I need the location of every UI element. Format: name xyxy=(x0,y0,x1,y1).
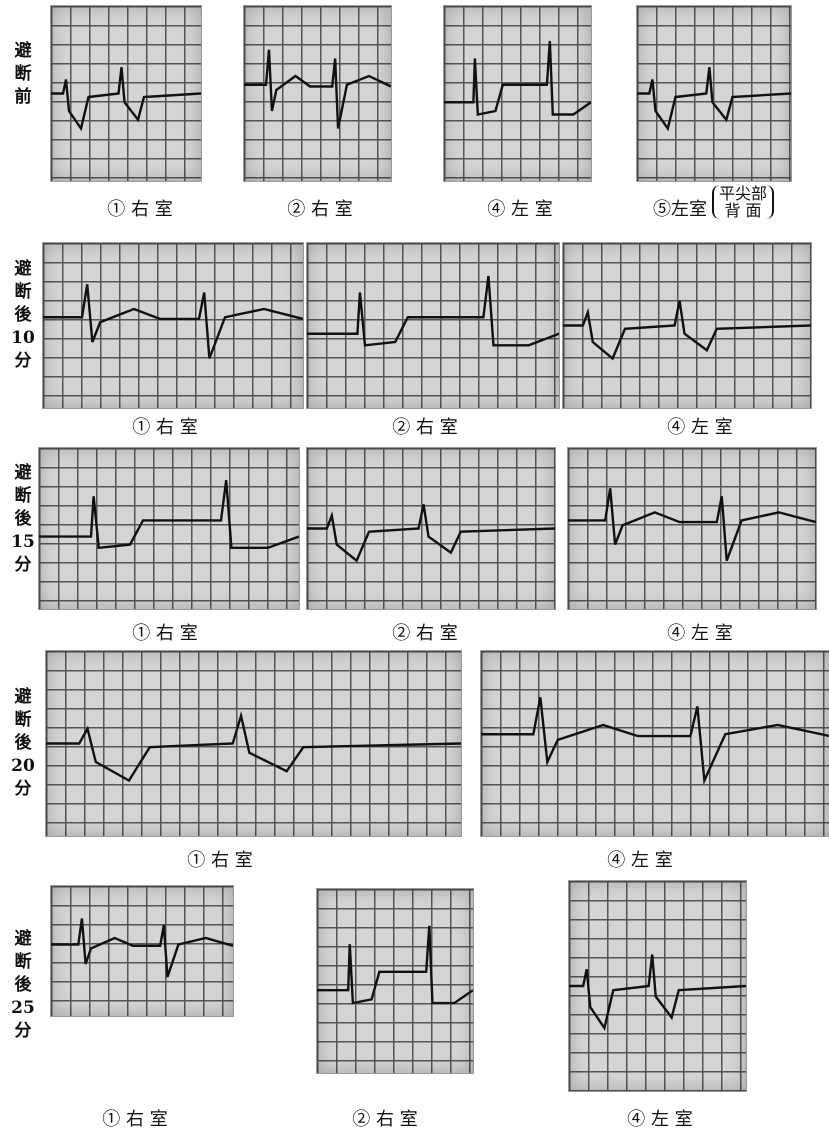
ecg-trace xyxy=(51,886,233,1016)
ecg-trace xyxy=(444,6,591,181)
row-label-line: 断 xyxy=(6,281,40,304)
panel-caption: ① 右 室 xyxy=(132,619,197,645)
trace-line xyxy=(39,480,299,548)
panel-caption: ② 右 室 xyxy=(392,413,457,439)
row-label-line: 後 xyxy=(6,304,40,327)
ecg-panel xyxy=(45,650,462,837)
ecg-trace xyxy=(568,448,816,609)
ecg-trace xyxy=(563,243,811,408)
ecg-panel xyxy=(306,447,556,610)
panel-caption: ② 右 室 xyxy=(392,619,457,645)
trace-line xyxy=(307,504,555,560)
ecg-trace xyxy=(51,6,201,181)
note-line: 背 面 xyxy=(719,202,767,219)
row-label-line: 断 xyxy=(6,951,40,974)
row-label-line: 15 xyxy=(6,531,40,554)
panel-caption: ⑤左室 xyxy=(653,195,707,221)
note-line: 平尖部 xyxy=(719,185,767,202)
panel-caption: ① 右 室 xyxy=(132,413,197,439)
row-label-line: 後 xyxy=(6,508,40,531)
ecg-panel xyxy=(567,447,817,610)
ecg-trace xyxy=(43,243,303,408)
ecg-panel xyxy=(636,5,792,182)
row-label-line: 10 xyxy=(6,327,40,350)
trace-line xyxy=(307,276,559,345)
ecg-panel xyxy=(38,447,300,610)
trace-line xyxy=(43,284,303,358)
ecg-panel xyxy=(50,885,234,1017)
panel-caption: ② 右 室 xyxy=(352,1105,417,1131)
trace-line xyxy=(637,67,791,128)
row-label: 避断前 xyxy=(6,40,40,109)
trace-line xyxy=(444,41,591,115)
ecg-trace xyxy=(481,651,829,836)
ecg-trace xyxy=(637,6,791,181)
ecg-panel xyxy=(243,5,392,182)
row-label-line: 分 xyxy=(6,554,40,577)
row-label-line: 断 xyxy=(6,485,40,508)
ecg-panel xyxy=(50,5,202,182)
row-label-line: 避 xyxy=(6,40,40,63)
ecg-panel xyxy=(568,880,747,1092)
trace-line xyxy=(51,67,201,128)
trace-line xyxy=(244,50,391,129)
panel-caption: ④ 左 室 xyxy=(667,619,732,645)
row-label-line: 20 xyxy=(6,755,40,778)
trace-line xyxy=(568,488,816,560)
row-label-line: 分 xyxy=(6,778,40,801)
page: 避断前① 右 室② 右 室④ 左 室⑤左室平尖部背 面避断後10分① 右 室② … xyxy=(0,0,829,1129)
row-label-line: 前 xyxy=(6,86,40,109)
panel-caption: ① 右 室 xyxy=(102,1105,167,1131)
ecg-panel xyxy=(42,242,304,409)
row-label-line: 後 xyxy=(6,974,40,997)
panel-caption: ② 右 室 xyxy=(287,195,352,221)
ecg-panel xyxy=(562,242,812,409)
ecg-trace xyxy=(39,448,299,609)
row-label-line: 断 xyxy=(6,63,40,86)
panel-caption: ④ 左 室 xyxy=(487,195,552,221)
ecg-panel xyxy=(306,242,560,409)
row-label-line: 断 xyxy=(6,709,40,732)
row-label-line: 分 xyxy=(6,350,40,373)
trace-line xyxy=(569,955,746,1029)
ecg-trace xyxy=(244,6,391,181)
panel-caption: ① 右 室 xyxy=(107,195,172,221)
ecg-trace xyxy=(46,651,461,836)
row-label-line: 分 xyxy=(6,1020,40,1043)
row-label-line: 25 xyxy=(6,997,40,1020)
trace-line xyxy=(317,926,473,1003)
trace-line xyxy=(563,301,811,359)
trace-line xyxy=(46,716,461,781)
row-label-line: 避 xyxy=(6,686,40,709)
trace-line xyxy=(51,919,233,978)
panel-note: 平尖部背 面 xyxy=(712,185,774,219)
ecg-trace xyxy=(317,889,473,1073)
row-label-line: 避 xyxy=(6,928,40,951)
ecg-panel xyxy=(316,888,474,1074)
row-label-line: 避 xyxy=(6,258,40,281)
panel-caption: ④ 左 室 xyxy=(667,413,732,439)
ecg-trace xyxy=(307,243,559,408)
ecg-trace xyxy=(307,448,555,609)
ecg-panel xyxy=(443,5,592,182)
row-label-line: 避 xyxy=(6,462,40,485)
row-label-line: 後 xyxy=(6,732,40,755)
ecg-panel xyxy=(480,650,829,837)
panel-caption: ④ 左 室 xyxy=(607,846,672,872)
panel-caption: ① 右 室 xyxy=(187,846,252,872)
ecg-trace xyxy=(569,881,746,1091)
trace-line xyxy=(481,697,829,780)
panel-caption: ④ 左 室 xyxy=(627,1105,692,1131)
